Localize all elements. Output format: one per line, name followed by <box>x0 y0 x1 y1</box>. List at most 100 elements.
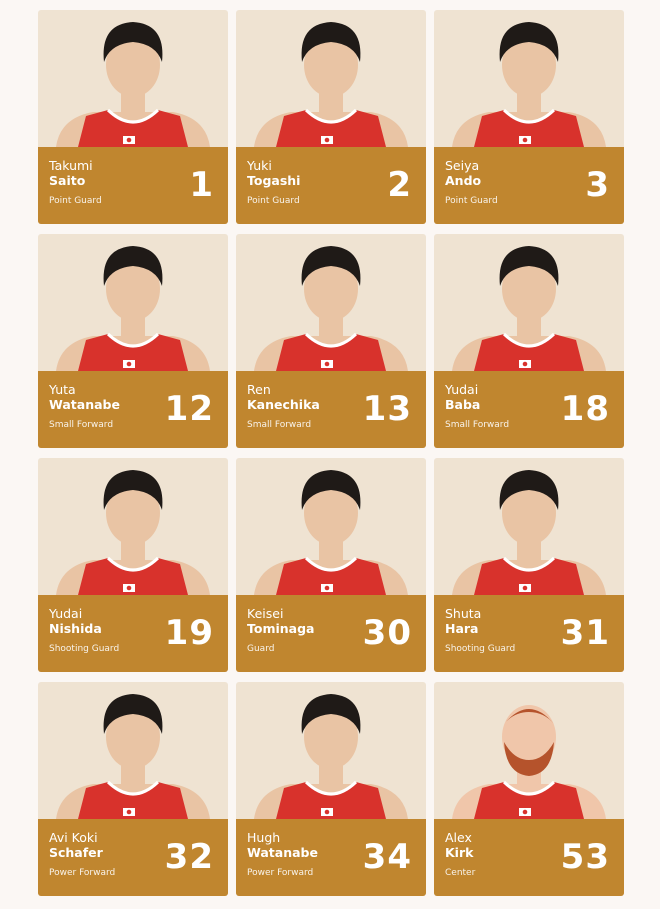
player-info: Takumi Saito Point Guard 1 <box>38 147 228 224</box>
photo-shape <box>78 110 188 147</box>
photo-shape <box>78 334 188 371</box>
last-name: Watanabe <box>49 397 120 412</box>
photo-shape <box>106 705 160 769</box>
player-card[interactable]: Hugh Watanabe Power Forward 34 <box>236 682 426 896</box>
player-photo <box>56 246 210 371</box>
photo-shape <box>499 246 559 286</box>
player-info: Hugh Watanabe Power Forward 34 <box>236 819 426 896</box>
photo-shape <box>301 470 361 510</box>
jersey-number: 31 <box>560 613 610 653</box>
player-photo <box>254 22 408 147</box>
jersey-number: 1 <box>189 165 214 205</box>
photo-shape <box>126 809 132 815</box>
photo-shape <box>106 33 160 97</box>
first-name: Avi Koki <box>49 830 98 845</box>
position: Small Forward <box>247 420 312 430</box>
photo-shape <box>304 33 358 97</box>
player-photo <box>254 694 408 819</box>
photo-shape <box>324 585 330 591</box>
player-card[interactable]: Yuta Watanabe Small Forward 12 <box>38 234 228 448</box>
last-name: Ando <box>445 173 482 188</box>
player-info: Yuki Togashi Point Guard 2 <box>236 147 426 224</box>
photo-shape <box>522 585 528 591</box>
player-info: Yudai Nishida Shooting Guard 19 <box>38 595 228 672</box>
player-photo <box>56 694 210 819</box>
photo-shape <box>474 558 584 595</box>
player-photo <box>254 246 408 371</box>
first-name: Keisei <box>247 606 284 621</box>
photo-shape <box>502 780 556 796</box>
player-card[interactable]: Yudai Baba Small Forward 18 <box>434 234 624 448</box>
player-card[interactable]: Avi Koki Schafer Power Forward 32 <box>38 682 228 896</box>
player-info: Yudai Baba Small Forward 18 <box>434 371 624 448</box>
photo-shape <box>304 556 358 572</box>
photo-shape <box>504 742 554 776</box>
position: Point Guard <box>49 196 102 206</box>
player-info: Shuta Hara Shooting Guard 31 <box>434 595 624 672</box>
player-card[interactable]: Shuta Hara Shooting Guard 31 <box>434 458 624 672</box>
photo-shape <box>324 361 330 367</box>
photo-shape <box>103 470 163 510</box>
player-card[interactable]: Takumi Saito Point Guard 1 <box>38 10 228 224</box>
last-name: Hara <box>445 621 479 636</box>
photo-shape <box>276 110 386 147</box>
player-card[interactable]: Seiya Ando Point Guard 3 <box>434 10 624 224</box>
photo-shape <box>301 246 361 286</box>
photo-shape <box>276 782 386 819</box>
player-card[interactable]: Yudai Nishida Shooting Guard 19 <box>38 458 228 672</box>
photo-shape <box>502 257 556 321</box>
photo-shape <box>301 22 361 62</box>
player-photo <box>452 246 606 371</box>
photo-shape <box>276 558 386 595</box>
jersey-number: 53 <box>560 837 610 877</box>
photo-shape <box>103 694 163 734</box>
photo-shape <box>106 332 160 348</box>
player-info: Seiya Ando Point Guard 3 <box>434 147 624 224</box>
photo-shape <box>276 334 386 371</box>
last-name: Togashi <box>247 173 301 188</box>
player-card[interactable]: Yuki Togashi Point Guard 2 <box>236 10 426 224</box>
position: Small Forward <box>49 420 114 430</box>
player-photo <box>254 470 408 595</box>
photo-shape <box>502 33 556 97</box>
player-card[interactable]: Keisei Tominaga Guard 30 <box>236 458 426 672</box>
photo-shape <box>106 481 160 545</box>
photo-shape <box>103 22 163 62</box>
player-photo <box>452 470 606 595</box>
photo-shape <box>499 22 559 62</box>
player-info: Keisei Tominaga Guard 30 <box>236 595 426 672</box>
last-name: Watanabe <box>247 845 318 860</box>
photo-shape <box>502 481 556 545</box>
player-info: Avi Koki Schafer Power Forward 32 <box>38 819 228 896</box>
photo-shape <box>522 137 528 143</box>
photo-shape <box>106 556 160 572</box>
position: Power Forward <box>247 868 314 878</box>
photo-shape <box>106 108 160 124</box>
last-name: Kanechika <box>247 397 320 412</box>
position: Shooting Guard <box>49 644 120 654</box>
player-photo <box>56 22 210 147</box>
photo-shape <box>301 694 361 734</box>
photo-shape <box>502 108 556 124</box>
last-name: Schafer <box>49 845 103 860</box>
photo-shape <box>304 705 358 769</box>
first-name: Ren <box>247 382 271 397</box>
player-card[interactable]: Alex Kirk Center 53 <box>434 682 624 896</box>
player-card[interactable]: Ren Kanechika Small Forward 13 <box>236 234 426 448</box>
photo-shape <box>502 705 556 769</box>
last-name: Tominaga <box>247 621 315 636</box>
last-name: Kirk <box>445 845 474 860</box>
photo-shape <box>324 137 330 143</box>
jersey-number: 30 <box>362 613 412 653</box>
player-photo <box>56 470 210 595</box>
position: Shooting Guard <box>445 644 516 654</box>
position: Point Guard <box>445 196 498 206</box>
photo-shape <box>126 137 132 143</box>
photo-shape <box>304 257 358 321</box>
first-name: Yuki <box>247 158 272 173</box>
photo-shape <box>324 809 330 815</box>
photo-shape <box>522 361 528 367</box>
photo-shape <box>78 558 188 595</box>
